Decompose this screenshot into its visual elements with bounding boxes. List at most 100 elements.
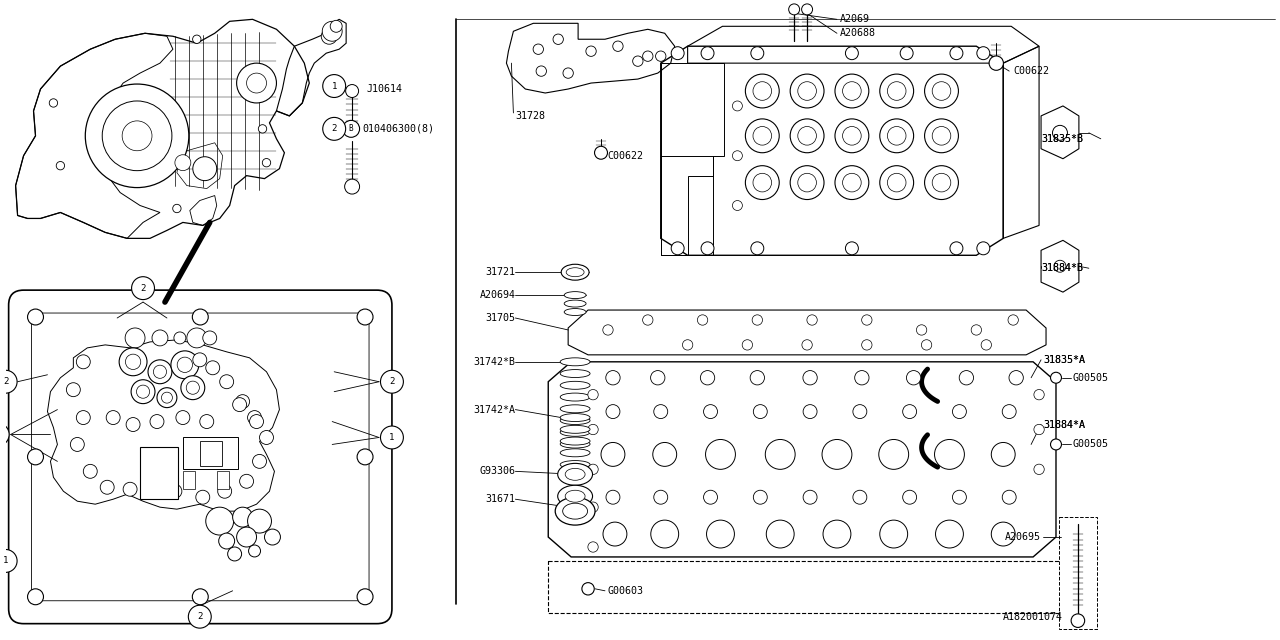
Circle shape <box>754 490 767 504</box>
Circle shape <box>106 411 120 424</box>
Circle shape <box>206 507 234 535</box>
Circle shape <box>742 340 753 350</box>
Circle shape <box>380 426 403 449</box>
Circle shape <box>879 74 914 108</box>
Circle shape <box>588 502 598 513</box>
Text: G00505: G00505 <box>1073 440 1108 449</box>
Circle shape <box>1009 315 1019 325</box>
Circle shape <box>588 542 598 552</box>
Circle shape <box>248 545 261 557</box>
Circle shape <box>632 56 643 67</box>
Circle shape <box>745 74 780 108</box>
Circle shape <box>0 423 9 446</box>
Text: 31835*A: 31835*A <box>1043 355 1085 365</box>
Circle shape <box>653 442 677 467</box>
Circle shape <box>924 119 959 153</box>
Circle shape <box>219 533 234 549</box>
Circle shape <box>553 34 563 44</box>
Circle shape <box>879 119 914 153</box>
Text: 31835*B: 31835*B <box>1041 134 1083 144</box>
Text: 31705: 31705 <box>485 313 516 323</box>
Circle shape <box>137 385 150 398</box>
Circle shape <box>801 340 813 350</box>
Circle shape <box>977 242 989 255</box>
Circle shape <box>218 484 232 498</box>
Circle shape <box>753 127 772 145</box>
Circle shape <box>797 82 817 100</box>
Circle shape <box>751 47 764 60</box>
Circle shape <box>605 490 620 504</box>
Circle shape <box>845 242 859 255</box>
Circle shape <box>28 309 44 325</box>
Text: A20688: A20688 <box>840 28 876 38</box>
Circle shape <box>177 357 192 372</box>
Circle shape <box>157 388 177 408</box>
Circle shape <box>705 440 736 469</box>
Circle shape <box>265 529 280 545</box>
Circle shape <box>855 371 869 385</box>
Text: 31884*A: 31884*A <box>1043 420 1085 429</box>
Ellipse shape <box>564 292 586 299</box>
Circle shape <box>934 440 964 469</box>
Circle shape <box>239 474 253 488</box>
Text: 31884*B: 31884*B <box>1041 263 1083 273</box>
Circle shape <box>887 173 906 192</box>
Ellipse shape <box>561 472 590 480</box>
Circle shape <box>982 340 992 350</box>
Circle shape <box>260 431 274 444</box>
Ellipse shape <box>556 497 595 525</box>
Circle shape <box>206 361 220 375</box>
Circle shape <box>192 589 209 605</box>
Circle shape <box>765 440 795 469</box>
Bar <box>232 387 247 404</box>
Circle shape <box>879 520 908 548</box>
Circle shape <box>707 520 735 548</box>
Circle shape <box>861 340 872 350</box>
Ellipse shape <box>566 490 585 502</box>
Circle shape <box>902 490 916 504</box>
Circle shape <box>852 490 867 504</box>
Text: 31835*B: 31835*B <box>1041 134 1083 144</box>
Circle shape <box>977 47 989 60</box>
Circle shape <box>989 56 1004 70</box>
Circle shape <box>100 480 114 494</box>
Circle shape <box>175 155 191 171</box>
Circle shape <box>252 454 266 468</box>
Circle shape <box>188 605 211 628</box>
Text: 31742*B: 31742*B <box>474 357 516 367</box>
Circle shape <box>861 315 872 325</box>
Circle shape <box>102 101 172 171</box>
Circle shape <box>803 371 817 385</box>
Circle shape <box>959 371 974 385</box>
Circle shape <box>654 404 668 419</box>
Text: G93306: G93306 <box>480 467 516 476</box>
Text: C00622: C00622 <box>1014 66 1050 76</box>
Text: 31742*A: 31742*A <box>474 404 516 415</box>
Circle shape <box>127 417 140 431</box>
Circle shape <box>900 47 913 60</box>
Circle shape <box>131 380 155 404</box>
Circle shape <box>146 480 160 494</box>
Bar <box>183 438 238 469</box>
Text: 31671: 31671 <box>485 494 516 504</box>
Circle shape <box>887 82 906 100</box>
Text: 2: 2 <box>389 377 394 386</box>
Ellipse shape <box>566 268 584 276</box>
Circle shape <box>1009 371 1023 385</box>
Circle shape <box>196 490 210 504</box>
Circle shape <box>148 360 172 384</box>
Text: 1: 1 <box>3 556 9 565</box>
Circle shape <box>750 371 764 385</box>
Circle shape <box>879 440 909 469</box>
Circle shape <box>154 365 166 378</box>
Text: A20694: A20694 <box>480 290 516 300</box>
Ellipse shape <box>561 437 590 445</box>
Circle shape <box>173 204 180 212</box>
FancyBboxPatch shape <box>9 290 392 623</box>
Text: G00505: G00505 <box>1073 372 1108 383</box>
Circle shape <box>790 74 824 108</box>
Circle shape <box>845 47 859 60</box>
Circle shape <box>950 242 963 255</box>
Ellipse shape <box>564 308 586 316</box>
Circle shape <box>605 404 620 419</box>
